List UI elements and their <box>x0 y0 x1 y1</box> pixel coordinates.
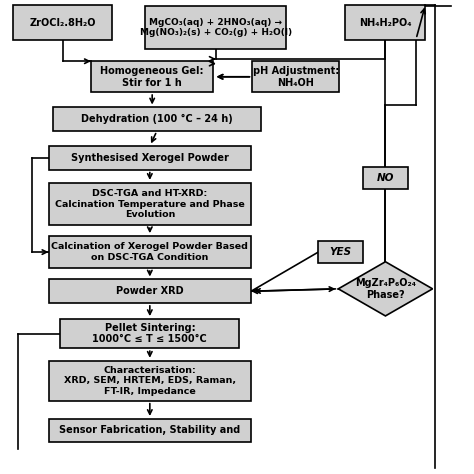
Text: MgCO₃(aq) + 2HNO₃(aq) →
Mg(NO₃)₂(s) + CO₂(g) + H₂O(l): MgCO₃(aq) + 2HNO₃(aq) → Mg(NO₃)₂(s) + CO… <box>140 18 292 37</box>
Text: Characterisation:
XRD, SEM, HRTEM, EDS, Raman,
FT-IR, Impedance: Characterisation: XRD, SEM, HRTEM, EDS, … <box>64 366 236 396</box>
FancyBboxPatch shape <box>48 419 251 441</box>
FancyBboxPatch shape <box>53 108 261 131</box>
FancyBboxPatch shape <box>48 146 251 170</box>
FancyBboxPatch shape <box>13 5 112 40</box>
Text: DSC-TGA and HT-XRD:
Calcination Temperature and Phase
Evolution: DSC-TGA and HT-XRD: Calcination Temperat… <box>55 189 245 219</box>
FancyBboxPatch shape <box>60 319 239 348</box>
Text: NO: NO <box>377 173 394 183</box>
Text: ZrOCl₂.8H₂O: ZrOCl₂.8H₂O <box>29 18 96 27</box>
FancyBboxPatch shape <box>363 167 408 190</box>
FancyBboxPatch shape <box>346 5 426 40</box>
Text: NH₄H₂PO₄: NH₄H₂PO₄ <box>359 18 412 27</box>
FancyBboxPatch shape <box>48 361 251 401</box>
FancyBboxPatch shape <box>145 6 286 48</box>
Text: MgZr₄P₆O₂₄
Phase?: MgZr₄P₆O₂₄ Phase? <box>355 278 416 300</box>
Text: Powder XRD: Powder XRD <box>116 286 183 296</box>
Text: pH Adjustment:
NH₄OH: pH Adjustment: NH₄OH <box>253 66 339 88</box>
Text: Dehydration (100 °C – 24 h): Dehydration (100 °C – 24 h) <box>81 114 233 124</box>
Text: Homogeneous Gel:
Stir for 1 h: Homogeneous Gel: Stir for 1 h <box>100 66 204 88</box>
FancyBboxPatch shape <box>48 236 251 268</box>
FancyBboxPatch shape <box>48 279 251 303</box>
FancyBboxPatch shape <box>91 62 213 92</box>
FancyBboxPatch shape <box>48 183 251 225</box>
Text: YES: YES <box>329 247 352 257</box>
Text: Synthesised Xerogel Powder: Synthesised Xerogel Powder <box>71 153 229 163</box>
FancyBboxPatch shape <box>252 62 339 92</box>
Polygon shape <box>338 262 433 316</box>
Text: Sensor Fabrication, Stability and: Sensor Fabrication, Stability and <box>59 425 240 435</box>
FancyBboxPatch shape <box>318 241 363 264</box>
Text: Calcination of Xerogel Powder Based
on DSC-TGA Condition: Calcination of Xerogel Powder Based on D… <box>51 242 248 262</box>
Text: Pellet Sintering:
1000°C ≤ T ≤ 1500°C: Pellet Sintering: 1000°C ≤ T ≤ 1500°C <box>92 323 207 345</box>
